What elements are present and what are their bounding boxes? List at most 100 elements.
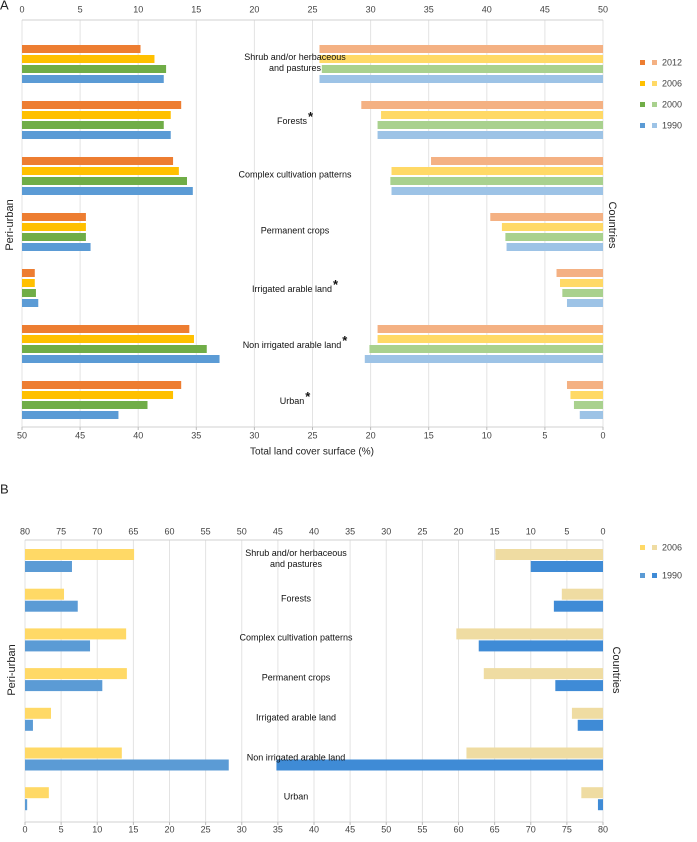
- countries-bar: [506, 243, 603, 251]
- countries-bar: [577, 719, 603, 731]
- countries-bar: [556, 269, 603, 277]
- peri-urban-bar: [22, 131, 171, 139]
- category-text: Complex cultivation patterns: [239, 632, 353, 643]
- countries-bar: [377, 335, 603, 343]
- top-tick-label: 65: [128, 526, 138, 536]
- bottom-tick-label: 20: [366, 430, 376, 440]
- peri-urban-bar: [22, 345, 207, 353]
- peri-urban-bar: [22, 269, 35, 277]
- legend-swatch-light: [652, 545, 657, 550]
- countries-bar: [571, 707, 603, 719]
- category-label: Non irrigated arable land: [247, 752, 346, 763]
- countries-bar: [579, 411, 603, 419]
- top-tick-label: 75: [56, 526, 66, 536]
- panel-label: B: [0, 481, 9, 496]
- legend-swatch-light: [652, 573, 657, 578]
- top-tick-label: 40: [482, 4, 492, 14]
- top-tick-label: 15: [191, 4, 201, 14]
- peri-urban-bar: [22, 177, 188, 185]
- countries-bar: [566, 299, 603, 307]
- category-label: Urban*: [280, 390, 311, 407]
- countries-bar: [431, 157, 603, 165]
- peri-urban-bar: [22, 391, 174, 399]
- countries-bar: [319, 55, 603, 63]
- bottom-tick-label: 40: [309, 824, 319, 834]
- bottom-tick-label: 30: [249, 430, 259, 440]
- bottom-tick-label: 35: [191, 430, 201, 440]
- bottom-tick-label: 0: [600, 430, 605, 440]
- peri-urban-bar: [22, 223, 86, 231]
- category-label: Irrigated arable land*: [251, 278, 338, 295]
- bottom-tick-label: 0: [22, 824, 27, 834]
- peri-urban-bar: [25, 787, 49, 799]
- countries-bar: [390, 177, 603, 185]
- category-text: Irrigated arable land: [255, 712, 337, 723]
- countries-bar: [555, 680, 603, 692]
- bottom-tick-label: 60: [453, 824, 463, 834]
- countries-bar: [561, 588, 603, 600]
- peri-urban-bar: [22, 289, 36, 297]
- category-label: Complex cultivation patterns: [239, 633, 352, 644]
- bottom-tick-label: 15: [128, 824, 138, 834]
- countries-bar: [377, 131, 603, 139]
- countries-bar: [377, 121, 603, 129]
- countries-bar: [377, 325, 603, 333]
- peri-urban-bar: [25, 707, 52, 719]
- category-text: Irrigated arable land: [251, 284, 332, 294]
- bottom-tick-label: 15: [424, 430, 434, 440]
- peri-urban-bar: [25, 680, 103, 692]
- peri-urban-bar: [22, 233, 86, 241]
- bottom-tick-label: 40: [133, 430, 143, 440]
- peri-urban-bar: [25, 668, 127, 680]
- countries-bar: [478, 640, 603, 652]
- top-tick-label: 45: [273, 526, 283, 536]
- category-text: Non irrigated arable land: [242, 340, 342, 350]
- peri-urban-bar: [25, 747, 122, 759]
- countries-bar: [361, 101, 603, 109]
- top-tick-label: 5: [78, 4, 83, 14]
- peri-urban-bar: [22, 187, 193, 195]
- category-text: Permanent crops: [261, 672, 331, 683]
- peri-urban-bar: [25, 759, 229, 771]
- right-label: Countries: [606, 201, 618, 249]
- bottom-tick-label: 75: [562, 824, 572, 834]
- category-label: Permanent crops: [262, 673, 331, 684]
- peri-urban-bar: [22, 299, 39, 307]
- legend-label: 1990: [662, 120, 682, 130]
- countries-bar: [530, 561, 603, 572]
- countries-bar: [570, 391, 603, 399]
- legend-swatch-light: [652, 81, 657, 86]
- bottom-tick-label: 30: [237, 824, 247, 834]
- category-label: Complex cultivation patterns: [238, 170, 351, 181]
- countries-bar: [505, 233, 603, 241]
- bottom-tick-label: 5: [59, 824, 64, 834]
- countries-bar: [553, 600, 603, 612]
- peri-urban-bar: [25, 600, 78, 612]
- countries-bar: [466, 747, 603, 759]
- bottom-tick-label: 10: [482, 430, 492, 440]
- peri-urban-bar: [22, 45, 141, 53]
- top-tick-label: 10: [133, 4, 143, 14]
- top-tick-label: 15: [490, 526, 500, 536]
- countries-bar: [321, 65, 603, 73]
- peri-urban-bar: [22, 213, 86, 221]
- countries-bar: [319, 75, 603, 83]
- significance-mark: *: [342, 333, 348, 348]
- top-tick-label: 80: [20, 526, 30, 536]
- top-tick-label: 30: [381, 526, 391, 536]
- bottom-tick-label: 80: [598, 824, 608, 834]
- countries-bar: [391, 187, 603, 195]
- peri-urban-bar: [22, 65, 167, 73]
- panel-label: A: [0, 0, 9, 12]
- legend-label: 2012: [662, 57, 682, 67]
- top-tick-label: 30: [366, 4, 376, 14]
- peri-urban-bar: [22, 75, 164, 83]
- top-tick-label: 50: [598, 4, 608, 14]
- top-tick-label: 20: [453, 526, 463, 536]
- peri-urban-bar: [22, 355, 220, 363]
- countries-bar: [566, 381, 603, 389]
- category-text: Complex cultivation patterns: [238, 169, 352, 180]
- x-axis-title: Total land cover surface (%): [250, 447, 374, 458]
- bottom-tick-label: 45: [345, 824, 355, 834]
